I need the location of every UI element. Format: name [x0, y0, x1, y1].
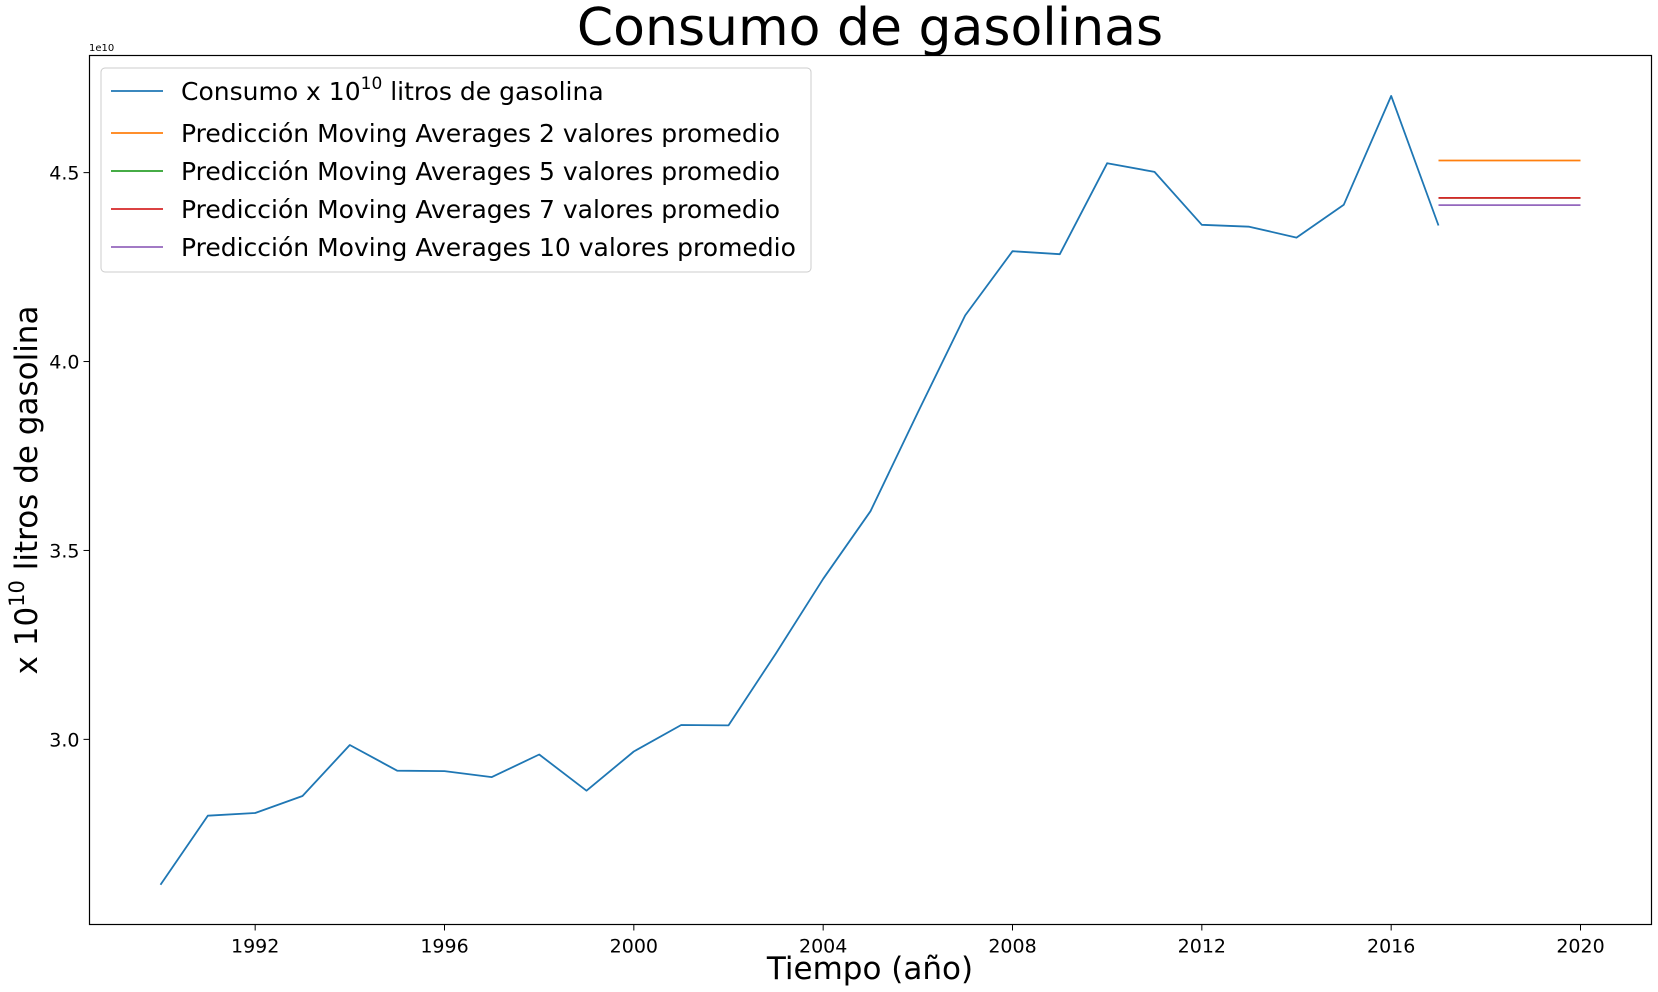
legend-label-4: Predicción Moving Averages 7 valores pro…: [181, 195, 780, 224]
chart-title: Consumo de gasolinas: [577, 0, 1163, 58]
legend-label-3: Predicción Moving Averages 5 valores pro…: [181, 157, 780, 186]
x-tick-label: 2000: [610, 936, 658, 958]
y-axis: 3.0 3.5 4.0 4.5: [49, 163, 90, 751]
x-tick-label: 2008: [988, 936, 1036, 958]
y-tick-label: 4.0: [49, 352, 79, 374]
x-axis-label: Tiempo (año): [766, 951, 973, 987]
x-tick-label: 2016: [1367, 936, 1415, 958]
y-axis-label-suffix: litros de gasolina: [9, 306, 45, 581]
y-tick-label: 3.5: [49, 540, 79, 562]
series-lines: [159, 95, 1581, 886]
legend-label-1: Consumo x 1010 litros de gasolina: [181, 74, 604, 106]
x-tick-label: 1996: [420, 936, 468, 958]
x-tick-label: 2012: [1178, 936, 1226, 958]
legend-label-5: Predicción Moving Averages 10 valores pr…: [181, 233, 796, 262]
y-axis-label-prefix: x 10: [9, 607, 45, 675]
y-axis-label: x 1010 litros de gasolina: [5, 306, 45, 675]
y-tick-label: 4.5: [49, 163, 79, 185]
legend-box: [100, 67, 812, 273]
series-line-1: [159, 95, 1440, 886]
y-tick-label: 3.0: [49, 729, 79, 751]
y-axis-offset-text: 1e10: [89, 43, 114, 54]
legend-label-2: Predicción Moving Averages 2 valores pro…: [181, 119, 780, 148]
plot-area: [88, 54, 1653, 926]
x-axis: 1992 1996 2000 2004 2008 2012 2016 2020: [231, 924, 1605, 958]
y-axis-label-exponent: 10: [5, 580, 29, 607]
legend: Consumo x 1010 litros de gasolina Predicc…: [100, 67, 812, 273]
x-tick-label: 2004: [799, 936, 847, 958]
x-tick-label: 2020: [1556, 936, 1604, 958]
x-tick-label: 1992: [231, 936, 279, 958]
